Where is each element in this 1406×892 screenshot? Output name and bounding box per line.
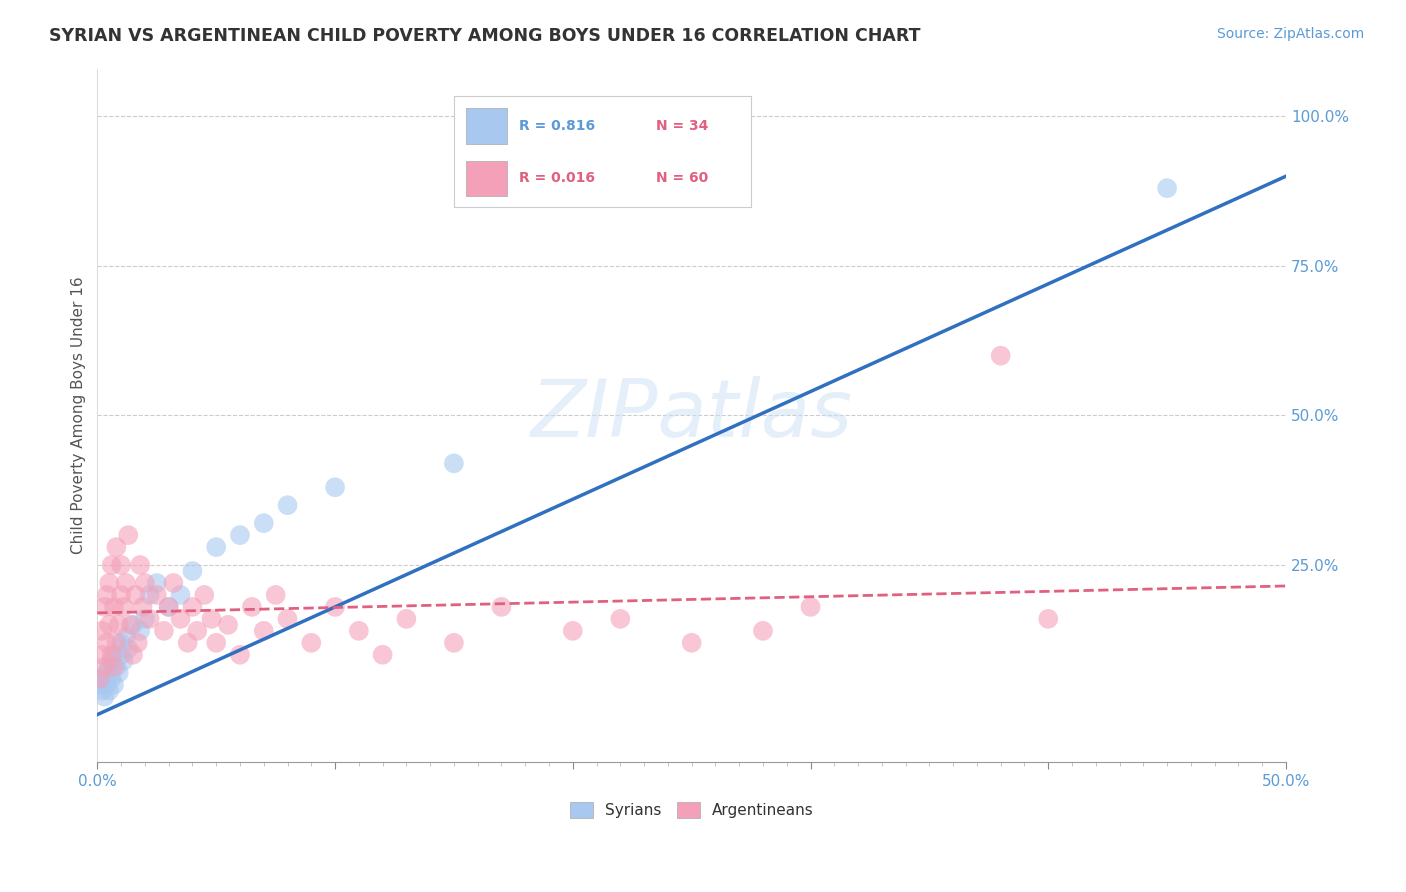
Point (181, 564, 204, 578)
Point (347, 624, 370, 638)
Point (115, 630, 138, 644)
Point (115, 576, 138, 591)
Point (169, 588, 191, 602)
Point (323, 599, 346, 614)
Point (98, 576, 121, 591)
Point (240, 599, 263, 614)
Point (105, 659, 128, 673)
Point (205, 636, 228, 650)
Point (134, 612, 156, 626)
Point (181, 599, 204, 614)
Point (146, 588, 169, 602)
Point (103, 599, 125, 614)
Point (89, 672, 111, 686)
Point (98, 618, 121, 632)
Point (491, 599, 513, 614)
Point (253, 624, 276, 638)
Point (299, 636, 322, 650)
Point (153, 624, 176, 638)
Point (264, 588, 287, 602)
Point (91, 683, 114, 698)
Point (96, 636, 118, 650)
Point (229, 528, 252, 542)
Point (681, 636, 703, 650)
Point (186, 624, 208, 638)
Point (200, 612, 222, 626)
Point (93, 672, 115, 686)
Point (91, 648, 114, 662)
Point (134, 576, 156, 591)
Point (229, 648, 252, 662)
Point (93, 690, 115, 704)
Point (443, 636, 465, 650)
Point (990, 349, 1012, 363)
Point (103, 659, 125, 673)
Point (91, 624, 114, 638)
Point (112, 654, 135, 668)
Point (1038, 612, 1060, 626)
Point (129, 558, 152, 572)
Point (120, 618, 142, 632)
Point (100, 654, 122, 668)
Text: SYRIAN VS ARGENTINEAN CHILD POVERTY AMONG BOYS UNDER 16 CORRELATION CHART: SYRIAN VS ARGENTINEAN CHILD POVERTY AMON… (49, 27, 921, 45)
Point (1156, 181, 1178, 195)
Point (98, 683, 121, 698)
Text: ZIPatlas: ZIPatlas (530, 376, 852, 455)
Point (100, 672, 122, 686)
Point (89, 678, 111, 692)
Point (217, 618, 239, 632)
Point (395, 612, 418, 626)
Point (371, 648, 394, 662)
Point (193, 588, 215, 602)
Point (110, 648, 132, 662)
Point (96, 588, 118, 602)
Y-axis label: Child Poverty Among Boys Under 16: Child Poverty Among Boys Under 16 (72, 277, 86, 554)
Point (131, 599, 153, 614)
Point (93, 599, 115, 614)
Point (561, 624, 583, 638)
Point (205, 540, 228, 554)
Point (110, 588, 132, 602)
Point (146, 576, 169, 591)
Point (162, 576, 184, 591)
Point (138, 588, 160, 602)
Point (122, 618, 145, 632)
Point (752, 624, 775, 638)
Point (117, 528, 139, 542)
Point (277, 498, 299, 512)
Point (110, 558, 132, 572)
Point (277, 612, 299, 626)
Point (112, 599, 135, 614)
Point (105, 540, 128, 554)
Legend: Syrians, Argentineans: Syrians, Argentineans (564, 796, 820, 824)
Point (103, 678, 125, 692)
Point (98, 659, 121, 673)
Point (157, 599, 180, 614)
Point (96, 665, 118, 680)
Point (100, 558, 122, 572)
Point (799, 599, 821, 614)
Point (105, 636, 128, 650)
Point (93, 659, 115, 673)
Point (100, 648, 122, 662)
Point (323, 480, 346, 494)
Point (157, 599, 180, 614)
Point (169, 612, 191, 626)
Point (138, 612, 160, 626)
Point (103, 648, 125, 662)
Point (122, 648, 145, 662)
Point (127, 636, 149, 650)
Point (107, 618, 129, 632)
Point (96, 678, 118, 692)
Point (124, 588, 146, 602)
Point (176, 636, 198, 650)
Point (609, 612, 631, 626)
Point (253, 516, 276, 530)
Point (129, 624, 152, 638)
Point (443, 456, 465, 470)
Point (110, 636, 132, 650)
Text: Source: ZipAtlas.com: Source: ZipAtlas.com (1216, 27, 1364, 41)
Point (107, 665, 129, 680)
Point (117, 641, 139, 656)
